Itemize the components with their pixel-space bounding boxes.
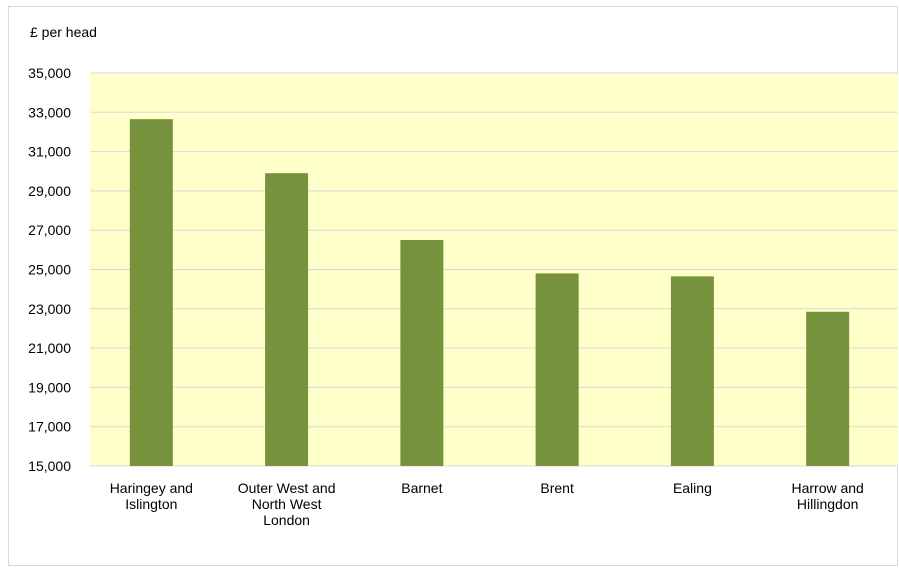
x-tick-label: Barnet: [401, 480, 442, 496]
y-tick-label: 19,000: [28, 379, 71, 395]
x-tick-label: Brent: [540, 480, 574, 496]
bar: [806, 311, 850, 466]
x-tick-label: Outer West and North West London: [238, 480, 336, 528]
y-axis-label: £ per head: [30, 24, 97, 40]
x-tick-label: Harrow and Hillingdon: [791, 480, 863, 512]
y-tick-label: 33,000: [28, 104, 71, 120]
y-tick-label: 27,000: [28, 222, 71, 238]
y-tick-label: 21,000: [28, 340, 71, 356]
bars: [129, 119, 850, 467]
x-tick-label: Haringey and Islington: [110, 480, 193, 512]
x-axis-categories: Haringey and Islington Outer West and North…: [110, 480, 864, 528]
y-tick-label: 29,000: [28, 183, 71, 199]
y-tick-label: 17,000: [28, 419, 71, 435]
y-tick-label: 31,000: [28, 144, 71, 160]
bar: [535, 273, 579, 466]
bar: [400, 240, 444, 466]
y-tick-label: 23,000: [28, 301, 71, 317]
gridlines: [90, 72, 898, 467]
x-tick-label: Ealing: [673, 480, 712, 496]
bar: [129, 119, 173, 467]
y-tick-label: 25,000: [28, 262, 71, 278]
y-tick-label: 35,000: [28, 65, 71, 81]
bar: [265, 173, 309, 466]
y-axis-ticks: 15,000 17,000 19,000 21,000 23,000 25,000 27,0…: [28, 65, 71, 474]
bar: [670, 276, 714, 466]
y-tick-label: 15,000: [28, 458, 71, 474]
